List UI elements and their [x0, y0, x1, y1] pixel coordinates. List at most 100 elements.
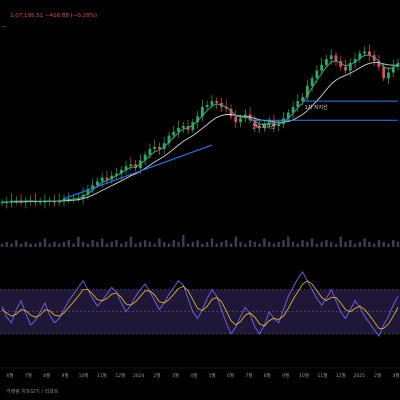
volume-bar — [353, 243, 357, 247]
candle-body — [329, 55, 333, 60]
volume-bar — [320, 241, 323, 247]
moving-average-slow — [2, 62, 398, 203]
x-tick-label: 4월 — [190, 372, 197, 379]
volume-bar — [339, 236, 342, 247]
candle-body — [172, 131, 176, 136]
volume-bar — [19, 243, 23, 247]
uptrend-line — [63, 144, 213, 200]
candle-body — [234, 116, 238, 123]
candle-body — [325, 59, 328, 65]
volume-bar — [134, 243, 137, 247]
volume-bar — [91, 240, 94, 247]
volume-bar — [177, 241, 180, 247]
volume-bar — [272, 243, 276, 247]
volume-bar — [244, 243, 247, 247]
volume-bar — [363, 238, 366, 247]
volume-bar — [86, 243, 90, 247]
candle-body — [344, 66, 347, 71]
volume-bar — [349, 240, 352, 247]
candle-body — [115, 173, 118, 176]
volume-bar — [167, 243, 171, 247]
volume-bar — [43, 238, 47, 247]
candle-body — [296, 101, 300, 107]
candle-body — [181, 126, 185, 128]
x-tick-label: 10월 — [299, 372, 309, 379]
volume-bar — [48, 243, 51, 247]
rsi-signal-line — [1, 280, 399, 329]
volume-bar — [205, 241, 209, 247]
x-tick-label: 8월 — [43, 372, 50, 379]
x-tick-label: 11월 — [97, 372, 107, 379]
candle-body — [215, 101, 219, 104]
candle-body — [367, 51, 371, 56]
volume-bar — [0, 243, 4, 247]
x-tick-label: 10월 — [79, 372, 89, 379]
candle-body — [210, 101, 214, 105]
volume-bar — [220, 241, 223, 247]
volume-bar — [139, 241, 142, 247]
volume-bar — [143, 240, 147, 247]
x-tick-label: 11월 — [318, 372, 328, 379]
candle-body — [100, 177, 104, 182]
rsi-line — [1, 271, 399, 338]
candle-body — [358, 53, 362, 60]
candle-body — [153, 147, 157, 149]
volume-bar — [110, 241, 113, 247]
volume-bar — [34, 243, 37, 247]
volume-bar — [124, 241, 128, 247]
candle-body — [239, 118, 242, 123]
rsi-panel[interactable] — [0, 271, 400, 338]
volume-bar — [315, 243, 319, 247]
candle-body — [372, 55, 376, 62]
volume-bar — [182, 235, 185, 247]
volume-bar — [158, 238, 161, 247]
volume-bar — [72, 243, 75, 247]
candle-body — [200, 106, 204, 117]
x-tick-label: 9월 — [62, 372, 69, 379]
volume-bar — [38, 241, 42, 247]
price-panel[interactable]: 1차 지지선 2차 지지선 — [0, 44, 400, 209]
candle-body — [129, 164, 133, 167]
candle-body — [258, 126, 262, 128]
volume-bar — [172, 240, 175, 247]
volume-bar — [330, 241, 333, 247]
volume-bar — [81, 241, 85, 247]
volume-bar — [5, 241, 8, 247]
x-tick-label: 7월 — [25, 372, 32, 379]
candle-body — [167, 135, 171, 144]
candle-body — [301, 97, 304, 102]
candle-body — [291, 106, 295, 113]
candle-body — [119, 169, 123, 174]
x-tick-label: 3월 — [392, 372, 399, 379]
volume-bar — [129, 236, 133, 247]
footer-note: 거래량 차트보기 / 리포트 — [6, 388, 59, 395]
x-tick-label: 5월 — [209, 372, 216, 379]
volume-bar — [372, 243, 376, 247]
volume-bar — [225, 240, 228, 247]
volume-bar — [267, 241, 271, 247]
candle-body — [143, 154, 147, 161]
x-axis: 6월 7월 8월 9월 10월 11월 12월 2024 2월 3월 4월 5월 6월 7월 8월 9월 10월… — [0, 367, 400, 379]
volume-bar — [258, 243, 261, 247]
volume-panel — [0, 235, 400, 247]
candle-body — [377, 61, 381, 67]
volume-bar — [310, 238, 314, 247]
candle-body — [38, 202, 42, 204]
x-tick-label: 2025 — [354, 373, 366, 379]
candle-body — [277, 124, 281, 126]
candle-body — [91, 185, 95, 190]
candle-body — [310, 78, 314, 86]
candle-body — [96, 181, 99, 186]
ticker-change-text: 2,07,195.51 −416.88 (−0.28%) — [10, 13, 97, 19]
volume-bar — [229, 243, 233, 247]
volume-bar — [396, 241, 400, 247]
candle-body — [229, 108, 233, 117]
candle-body — [67, 198, 71, 200]
volume-bar — [239, 241, 242, 247]
candle-body — [353, 59, 357, 63]
volume-bar — [287, 236, 290, 247]
volume-bar — [392, 240, 395, 247]
x-tick-label: 2월 — [154, 372, 161, 379]
